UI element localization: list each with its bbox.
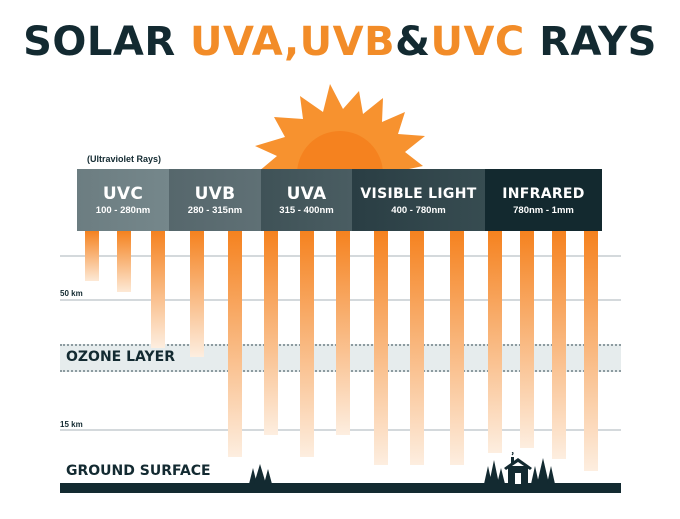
title-rays: RAYS <box>524 19 657 65</box>
altitude-label-15km: 15 km <box>60 420 83 429</box>
ray-infrared-3 <box>552 231 566 459</box>
ray-visible-3 <box>450 231 464 465</box>
band-uvb-range: 280 - 315nm <box>187 204 243 216</box>
band-uvb: UVB 280 - 315nm <box>169 169 261 231</box>
band-uva-name: UVA <box>286 183 327 204</box>
ray-infrared-1 <box>488 231 502 453</box>
cabin-trees-icon <box>484 451 562 489</box>
spectrum-header: UVC 100 - 280nm UVB 280 - 315nm UVA 315 … <box>77 169 602 231</box>
band-uvc: UVC 100 - 280nm <box>77 169 169 231</box>
title-uva-uvb: UVA,UVB <box>190 19 396 65</box>
trees-icon <box>249 464 273 489</box>
ray-uvc-1 <box>85 231 99 281</box>
band-infrared: INFRARED 780nm - 1mm <box>485 169 602 231</box>
title-solar: SOLAR <box>23 19 191 65</box>
title-ampersand: & <box>395 19 431 65</box>
band-uva: UVA 315 - 400nm <box>261 169 352 231</box>
ray-uvb-1 <box>190 231 204 357</box>
ray-uva-3 <box>336 231 350 435</box>
altitude-label-50km: 50 km <box>60 289 83 298</box>
ray-infrared-4 <box>584 231 598 471</box>
page-title: SOLAR UVA,UVB&UVC RAYS <box>0 18 680 66</box>
band-visible-range: 400 - 780nm <box>391 204 446 216</box>
band-infrared-name: INFRARED <box>502 185 585 202</box>
band-uvc-range: 100 - 280nm <box>95 204 151 216</box>
band-visible-name: VISIBLE LIGHT <box>360 185 477 202</box>
band-infrared-range: 780nm - 1mm <box>513 204 574 216</box>
ray-uvc-3 <box>151 231 165 348</box>
ground-surface-bar <box>60 483 621 493</box>
ray-visible-1 <box>374 231 388 465</box>
band-uvb-name: UVB <box>194 183 236 204</box>
ray-uva-1 <box>264 231 278 435</box>
ground-surface-label: GROUND SURFACE <box>66 463 211 479</box>
sun-icon <box>255 84 425 174</box>
ray-uvc-2 <box>117 231 131 292</box>
band-uva-range: 315 - 400nm <box>279 204 334 216</box>
ozone-layer-label: OZONE LAYER <box>66 349 176 365</box>
ray-uvb-2 <box>228 231 242 457</box>
band-visible-light: VISIBLE LIGHT 400 - 780nm <box>352 169 485 231</box>
ultraviolet-caption: (Ultraviolet Rays) <box>87 154 162 164</box>
ray-visible-2 <box>410 231 424 465</box>
ray-uva-2 <box>300 231 314 457</box>
ray-infrared-2 <box>520 231 534 448</box>
band-uvc-name: UVC <box>102 183 144 204</box>
title-uvc: UVC <box>430 19 525 65</box>
